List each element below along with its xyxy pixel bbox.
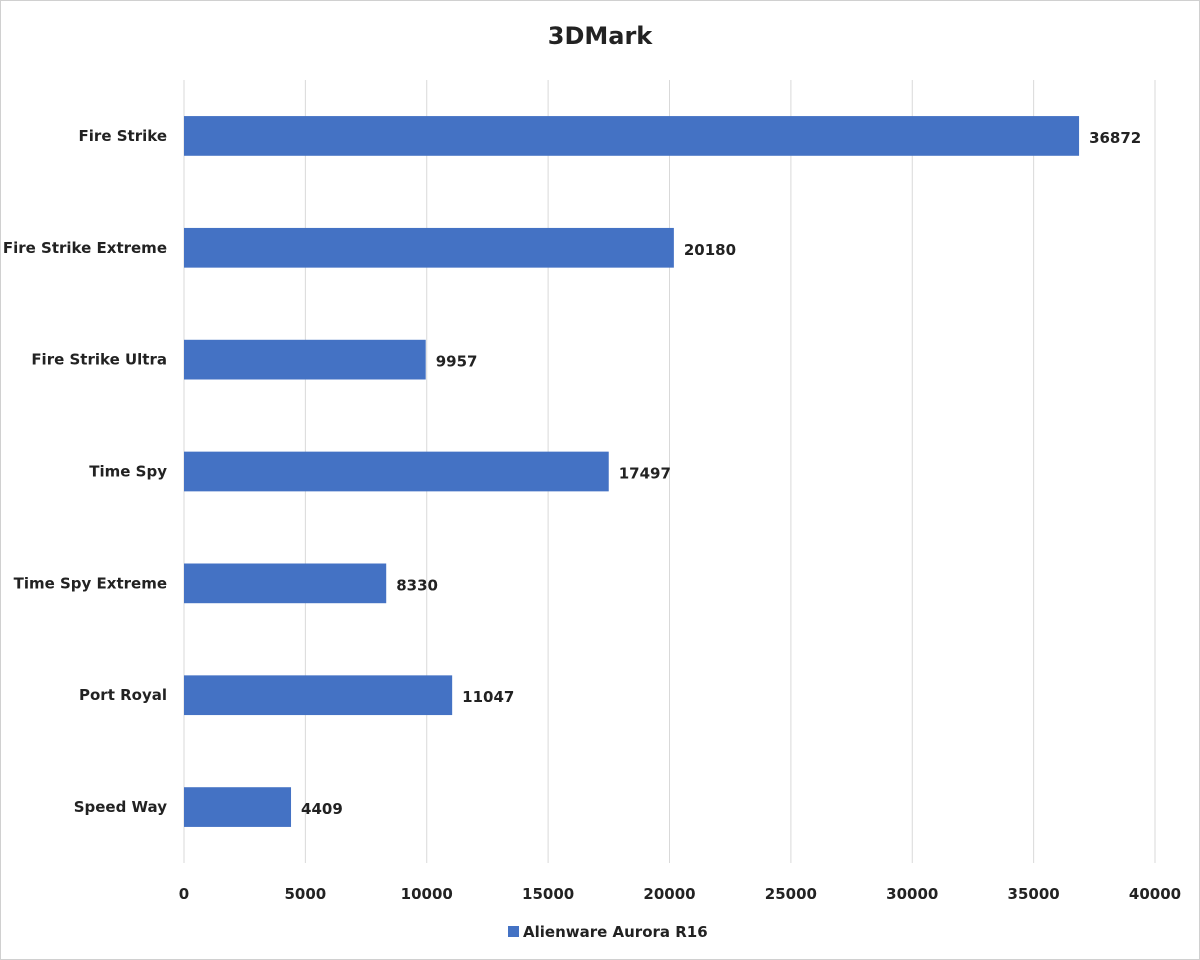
category-label: Fire Strike [79, 127, 167, 145]
x-tick-label: 5000 [285, 885, 327, 903]
category-label: Time Spy [89, 463, 167, 481]
bar [184, 675, 453, 716]
bar [184, 227, 674, 268]
bar [184, 451, 609, 492]
bar [184, 563, 387, 604]
bar [184, 787, 292, 827]
category-label: Speed Way [74, 798, 168, 816]
data-label: 11047 [462, 688, 514, 706]
data-label: 17497 [619, 465, 671, 483]
legend: Alienware Aurora R16 [508, 923, 708, 941]
data-label: 9957 [436, 353, 478, 371]
chart-title: 3DMark [548, 22, 654, 50]
x-tick-label: 30000 [886, 885, 938, 903]
x-tick-label: 20000 [643, 885, 695, 903]
x-axis-ticks: 0 5000 10000 15000 20000 25000 30000 35000 40000 [179, 885, 1181, 903]
data-label: 20180 [684, 241, 736, 259]
category-label: Time Spy Extreme [14, 574, 167, 592]
x-tick-label: 15000 [522, 885, 574, 903]
x-tick-label: 0 [179, 885, 189, 903]
category-label: Port Royal [79, 686, 167, 704]
legend-swatch [508, 926, 519, 937]
bar [184, 339, 426, 380]
category-labels: Fire Strike Fire Strike Extreme Fire Strik… [3, 127, 167, 816]
x-tick-label: 10000 [401, 885, 453, 903]
legend-label: Alienware Aurora R16 [523, 923, 708, 941]
x-tick-label: 25000 [765, 885, 817, 903]
category-label: Fire Strike Ultra [31, 351, 167, 369]
data-labels: 36872 20180 9957 17497 8330 11047 4409 [301, 129, 1141, 818]
x-tick-label: 35000 [1008, 885, 1060, 903]
bar [184, 116, 1080, 156]
bars [184, 116, 1080, 827]
data-label: 8330 [396, 576, 438, 594]
category-label: Fire Strike Extreme [3, 239, 167, 257]
x-tick-label: 40000 [1129, 885, 1181, 903]
data-label: 36872 [1089, 129, 1141, 147]
grid-lines [183, 80, 1156, 863]
data-label: 4409 [301, 800, 343, 818]
